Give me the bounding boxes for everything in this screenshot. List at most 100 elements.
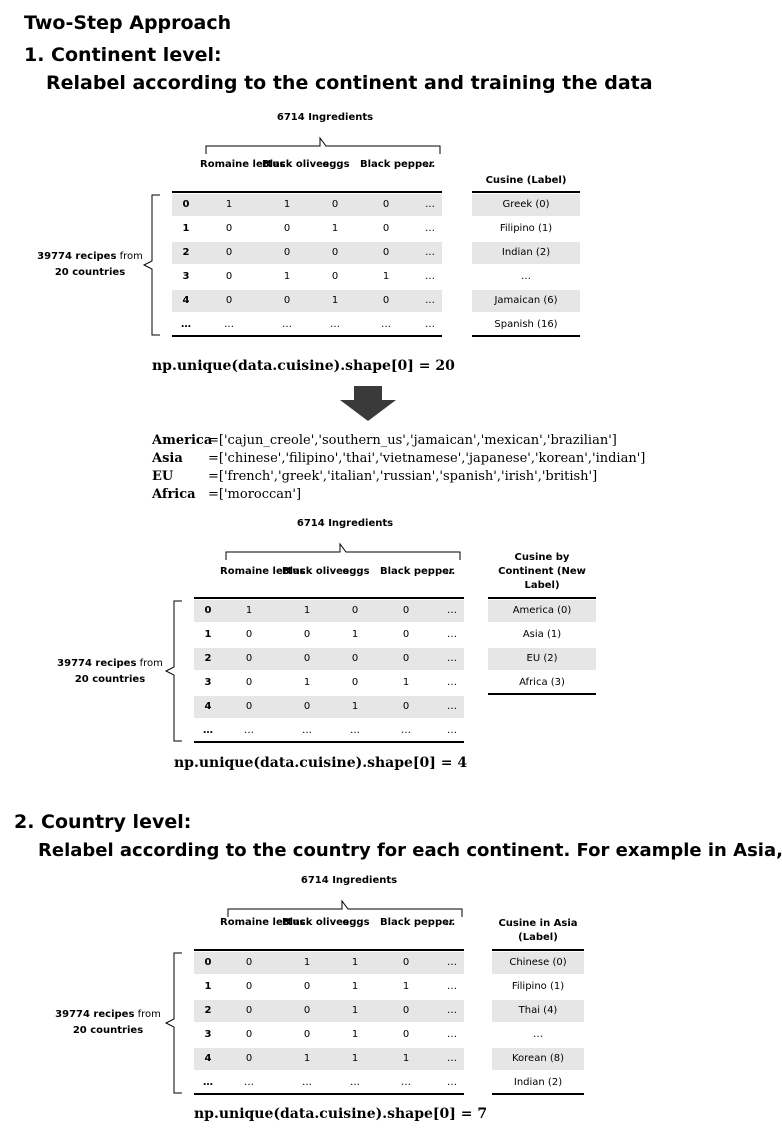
table-cell: … [447, 1053, 457, 1064]
label-shade [488, 600, 596, 622]
row-index: 2 [182, 247, 190, 258]
label-cell: EU (2) [526, 653, 558, 664]
mapping-row: Africa =['moroccan'] [152, 487, 302, 502]
label-cell: Chinese (0) [509, 957, 567, 968]
ingredients-brace [205, 136, 441, 154]
table-cell: 1 [225, 199, 233, 210]
table-cell: 0 [303, 629, 311, 640]
step1-subheading: Relabel according to the continent and t… [46, 72, 653, 94]
col-header: Romaine lettus [220, 566, 306, 577]
formula: np.unique(data.cuisine).shape[0] = 4 [174, 755, 468, 771]
rows-brace [164, 600, 182, 742]
mapping-row: EU =['french','greek','italian','russian'… [152, 469, 598, 484]
table-cell: 0 [245, 701, 253, 712]
col-header: … [445, 917, 455, 928]
table-cell: 1 [402, 981, 410, 992]
table-cell: 0 [283, 295, 291, 306]
table-cell: 0 [245, 1005, 253, 1016]
table-cell: 0 [225, 223, 233, 234]
row-index: 3 [182, 271, 190, 282]
page-title: Two-Step Approach [24, 12, 232, 34]
label-bottom-rule [492, 1093, 584, 1095]
table-cell: … [350, 725, 360, 736]
label-cell: Greek (0) [502, 199, 550, 210]
table-cell: … [425, 223, 435, 234]
col-header: … [445, 566, 455, 577]
mapping-row: Asia =['chinese','filipino','thai','vietn… [152, 451, 646, 466]
table-cell: 1 [351, 1053, 359, 1064]
label-cell: Africa (3) [519, 677, 565, 688]
label-cell: Thai (4) [518, 1005, 558, 1016]
table-cell: … [425, 271, 435, 282]
row-index: 0 [204, 605, 212, 616]
table-cell: 0 [303, 1029, 311, 1040]
table-cell: 1 [382, 271, 390, 282]
down-arrow-icon [340, 386, 396, 421]
row-index: 0 [182, 199, 190, 210]
table-cell: … [350, 1077, 360, 1088]
col-header: eggs [322, 159, 350, 170]
recipes-note: 39774 recipes from 20 countries [57, 658, 163, 685]
col-header: Black pepper [380, 917, 454, 928]
table-cell: 0 [402, 957, 410, 968]
table-cell: 1 [303, 957, 311, 968]
table-cell: 0 [382, 247, 390, 258]
row-index: 1 [182, 223, 190, 234]
table-cell: 1 [402, 677, 410, 688]
table-cell: 1 [351, 629, 359, 640]
table-top-rule [194, 949, 464, 951]
label-shade [492, 1048, 584, 1070]
row-index: 2 [204, 653, 212, 664]
row-shade [172, 242, 442, 264]
col-header: eggs [342, 917, 370, 928]
table-cell: … [447, 605, 457, 616]
table-cell: … [447, 1077, 457, 1088]
col-header: Romaine lettus [220, 917, 306, 928]
row-index: 3 [204, 1029, 212, 1040]
table-cell: … [447, 701, 457, 712]
table-cell: … [401, 725, 411, 736]
table-cell: 0 [351, 605, 359, 616]
label-cell: Indian (2) [501, 247, 551, 258]
table-cell: … [224, 319, 234, 330]
row-index: 2 [204, 1005, 212, 1016]
table-cell: 0 [283, 223, 291, 234]
label-shade [472, 242, 580, 264]
row-shade [194, 1048, 464, 1070]
table-cell: … [302, 1077, 312, 1088]
row-shade [194, 600, 464, 622]
table-cell: 1 [331, 295, 339, 306]
label-header: Cusine (Label) [485, 175, 567, 186]
row-index: 0 [204, 957, 212, 968]
table-cell: … [447, 1005, 457, 1016]
label-cell: America (0) [512, 605, 572, 616]
table-cell: 0 [303, 1005, 311, 1016]
recipes-note: 39774 recipes from 20 countries [55, 1009, 161, 1036]
col-header: … [425, 159, 435, 170]
row-shade [172, 194, 442, 216]
col-header: Black olives [282, 566, 349, 577]
row-shade [194, 696, 464, 718]
label-shade [472, 194, 580, 216]
row-index: 1 [204, 981, 212, 992]
table-cell: 0 [402, 1029, 410, 1040]
table-cell: 0 [331, 247, 339, 258]
label-shade [488, 648, 596, 670]
ingredients-label: 6714 Ingredients [276, 112, 374, 123]
table-cell: 0 [245, 981, 253, 992]
table-cell: 1 [402, 1053, 410, 1064]
table-cell: … [425, 319, 435, 330]
label-cell: … [533, 1029, 543, 1040]
table-cell: 0 [245, 1029, 253, 1040]
table-cell: … [447, 653, 457, 664]
label-shade [492, 952, 584, 974]
table-cell: 0 [382, 199, 390, 210]
step2-subheading: Relabel according to the country for eac… [38, 840, 782, 861]
table-cell: … [381, 319, 391, 330]
table-cell: 1 [351, 957, 359, 968]
table-cell: 1 [331, 223, 339, 234]
table-cell: 0 [402, 1005, 410, 1016]
recipes-note: 39774 recipes from 20 countries [37, 251, 143, 278]
row-index: … [203, 1077, 213, 1088]
